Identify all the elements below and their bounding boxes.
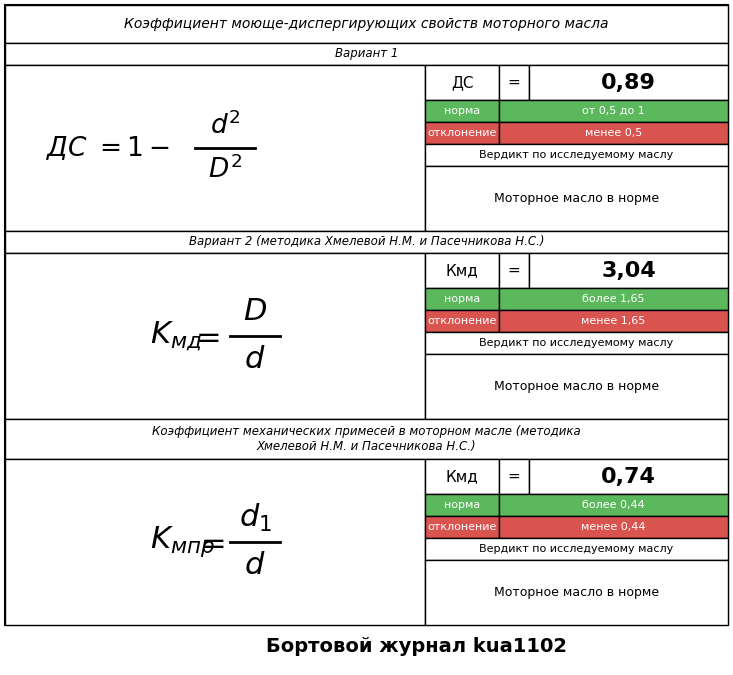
Text: $D$: $D$ xyxy=(243,298,267,327)
Bar xyxy=(499,459,529,494)
Text: отклонение: отклонение xyxy=(427,128,497,138)
Text: ДС $= 1 -$: ДС $= 1 -$ xyxy=(46,134,170,162)
Bar xyxy=(425,332,728,354)
Text: $=$: $=$ xyxy=(190,321,220,350)
Text: Вердикт по исследуемому маслу: Вердикт по исследуемому маслу xyxy=(479,544,674,554)
Text: Кмд: Кмд xyxy=(446,263,479,278)
Bar xyxy=(499,516,728,538)
Bar xyxy=(529,65,728,100)
Text: $K_{\mathregular{мпр}}$: $K_{\mathregular{мпр}}$ xyxy=(150,524,215,560)
Bar xyxy=(425,144,728,166)
Text: отклонение: отклонение xyxy=(427,522,497,532)
Bar xyxy=(425,538,728,560)
Text: Вердикт по исследуемому маслу: Вердикт по исследуемому маслу xyxy=(479,150,674,160)
Text: Кмд: Кмд xyxy=(446,469,479,484)
Text: 3,04: 3,04 xyxy=(601,261,656,281)
Text: =: = xyxy=(508,263,520,278)
Text: Коэффициент механических примесей в моторном масле (методика
Хмелевой Н.М. и Пас: Коэффициент механических примесей в мото… xyxy=(152,425,581,453)
Bar xyxy=(425,310,499,332)
Text: 0,74: 0,74 xyxy=(601,466,656,487)
Text: $D^2$: $D^2$ xyxy=(208,156,242,184)
Text: норма: норма xyxy=(444,106,480,116)
Bar xyxy=(425,459,499,494)
Text: $K_{\mathregular{мд}}$: $K_{\mathregular{мд}}$ xyxy=(150,319,202,352)
Text: Вердикт по исследуемому маслу: Вердикт по исследуемому маслу xyxy=(479,338,674,348)
Text: Моторное масло в норме: Моторное масло в норме xyxy=(494,380,659,393)
Bar xyxy=(499,253,529,288)
Text: норма: норма xyxy=(444,294,480,304)
Bar xyxy=(529,459,728,494)
Bar xyxy=(5,419,728,459)
Text: 0,89: 0,89 xyxy=(601,72,656,92)
Text: менее 1,65: менее 1,65 xyxy=(581,316,646,326)
Bar xyxy=(5,43,728,65)
Text: $d$: $d$ xyxy=(244,551,266,580)
Text: норма: норма xyxy=(444,500,480,510)
Bar xyxy=(499,494,728,516)
Text: Коэффициент моюще-диспергирующих свойств моторного масла: Коэффициент моюще-диспергирующих свойств… xyxy=(125,17,608,31)
Bar xyxy=(425,354,728,419)
Text: более 0,44: более 0,44 xyxy=(582,500,645,510)
Text: менее 0,5: менее 0,5 xyxy=(585,128,642,138)
Bar xyxy=(5,65,425,231)
Text: Бортовой журнал kua1102: Бортовой журнал kua1102 xyxy=(266,637,567,657)
Bar xyxy=(499,288,728,310)
Bar xyxy=(5,5,728,43)
Bar xyxy=(5,253,425,419)
Text: менее 0,44: менее 0,44 xyxy=(581,522,646,532)
Text: Моторное масло в норме: Моторное масло в норме xyxy=(494,586,659,599)
Text: ДС: ДС xyxy=(451,75,474,90)
Bar xyxy=(425,516,499,538)
Text: Вариант 2 (методика Хмелевой Н.М. и Пасечникова Н.С.): Вариант 2 (методика Хмелевой Н.М. и Пасе… xyxy=(189,236,544,248)
Text: отклонение: отклонение xyxy=(427,316,497,326)
Bar xyxy=(5,459,425,625)
Text: $d^2$: $d^2$ xyxy=(210,112,240,140)
Bar xyxy=(499,100,728,122)
Text: $d$: $d$ xyxy=(244,346,266,375)
Bar xyxy=(529,253,728,288)
Bar xyxy=(425,253,499,288)
Bar xyxy=(5,231,728,253)
Text: от 0,5 до 1: от 0,5 до 1 xyxy=(582,106,645,116)
Bar xyxy=(425,122,499,144)
Text: =: = xyxy=(508,75,520,90)
Bar xyxy=(425,288,499,310)
Bar xyxy=(425,65,499,100)
Text: $d_1$: $d_1$ xyxy=(238,502,271,534)
Bar xyxy=(425,100,499,122)
Bar xyxy=(499,65,529,100)
Text: более 1,65: более 1,65 xyxy=(582,294,645,304)
Text: Вариант 1: Вариант 1 xyxy=(335,47,398,61)
Bar xyxy=(425,166,728,231)
Text: =: = xyxy=(508,469,520,484)
Bar xyxy=(425,560,728,625)
Bar xyxy=(425,494,499,516)
Text: $=$: $=$ xyxy=(195,527,225,556)
Bar xyxy=(499,310,728,332)
Bar xyxy=(499,122,728,144)
Text: Моторное масло в норме: Моторное масло в норме xyxy=(494,192,659,205)
